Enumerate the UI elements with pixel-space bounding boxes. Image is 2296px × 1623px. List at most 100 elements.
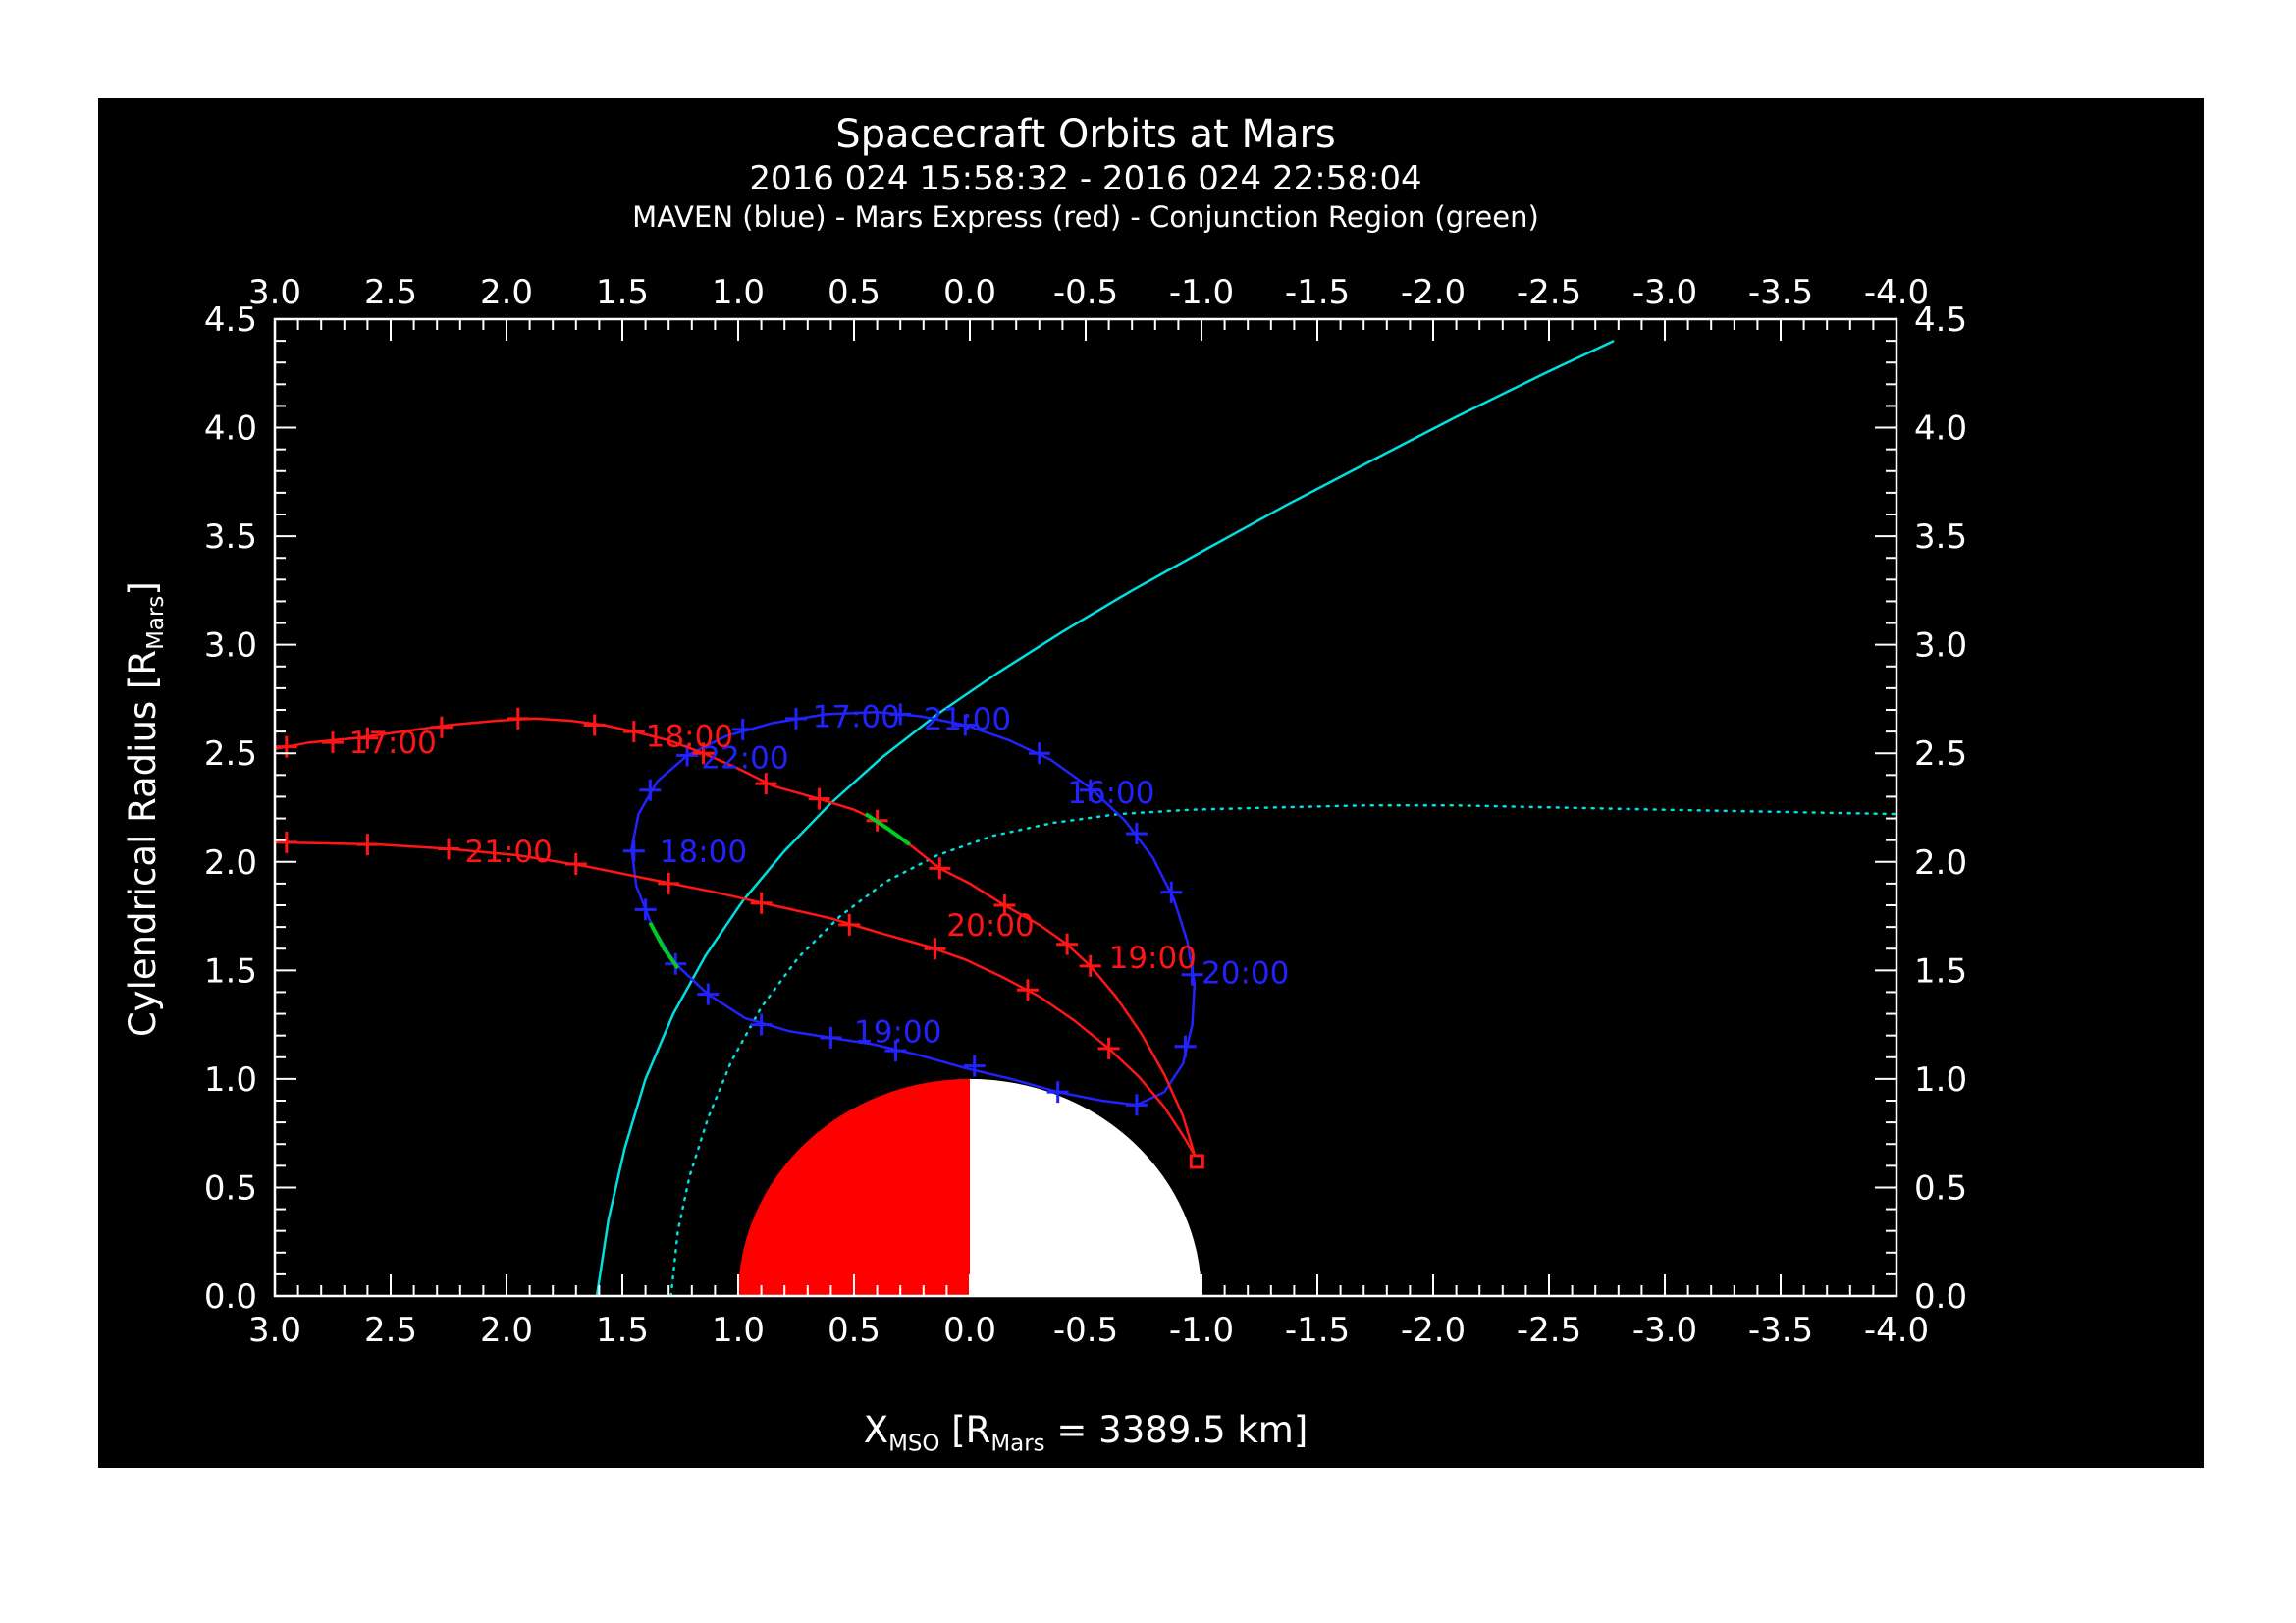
time-tick-marker	[1079, 954, 1101, 977]
time-tick-marker	[785, 707, 807, 730]
tick-label: 0.0	[943, 273, 996, 312]
tick-label: -2.5	[1517, 1311, 1581, 1350]
tick-label: 1.5	[204, 951, 257, 991]
tick-label: -4.0	[1864, 1311, 1929, 1350]
tick-label: -2.5	[1517, 273, 1581, 312]
time-tick-marker	[322, 731, 344, 754]
tick-label: 3.5	[1914, 517, 1967, 557]
tick-label: 3.5	[204, 517, 257, 557]
time-label: 16:00	[1067, 776, 1154, 811]
tick-label: 1.5	[1914, 951, 1967, 991]
tick-label: 4.5	[1914, 300, 1967, 340]
tick-label: 2.5	[1914, 734, 1967, 774]
time-tick-marker	[356, 834, 379, 856]
time-tick-marker	[1181, 963, 1203, 986]
time-tick-marker	[507, 707, 529, 730]
time-tick-marker	[634, 898, 657, 921]
time-tick-marker	[993, 894, 1016, 916]
axes	[273, 317, 1898, 1298]
time-label: 18:00	[646, 720, 733, 755]
series-conjunction-region-maven	[648, 921, 680, 970]
tick-label: 0.0	[1914, 1277, 1967, 1317]
time-tick-marker	[750, 1013, 773, 1036]
tick-label: 3.0	[204, 626, 257, 666]
tick-label: -3.0	[1632, 1311, 1697, 1350]
series-maven-orbit	[622, 703, 1203, 1116]
series-magnetosphere-boundary	[669, 804, 1898, 1298]
series-conjunction-region-mex	[864, 812, 911, 846]
time-tick-marker	[697, 983, 720, 1005]
tick-label: 2.5	[204, 734, 257, 774]
tick-label: 1.5	[596, 273, 649, 312]
time-tick-marker	[820, 1026, 842, 1049]
tick-label: -3.5	[1748, 1311, 1813, 1350]
tick-label: 2.0	[1914, 843, 1967, 883]
time-label: 21:00	[465, 835, 553, 870]
tick-label: -0.5	[1053, 1311, 1118, 1350]
time-tick-marker	[1056, 933, 1079, 955]
tick-labels: 3.0 3.0 2.5 2.5 2.0 2.0 1.5 1.5 1.0 1.0 0.5 0.5 0.0 0…	[204, 273, 1967, 1350]
tick-label: -1.5	[1285, 273, 1350, 312]
tick-label: -2.0	[1401, 273, 1466, 312]
tick-label: 4.0	[204, 409, 257, 449]
time-tick-marker	[275, 831, 297, 853]
tick-label: -0.5	[1053, 273, 1118, 312]
time-tick-marker	[438, 838, 459, 860]
tick-label: 0.5	[204, 1168, 257, 1208]
x-axis-label: XMSO [RMars = 3389.5 km]	[863, 1409, 1308, 1457]
time-tick-marker	[963, 1055, 986, 1077]
time-tick-marker	[954, 714, 977, 736]
time-tick-marker	[1079, 779, 1101, 801]
time-tick-marker	[924, 938, 946, 960]
tick-label: -2.0	[1401, 1311, 1466, 1350]
series-mex-outbound	[274, 831, 1196, 1156]
time-label: 18:00	[660, 835, 747, 870]
y-axis-label: Cylendrical Radius [RMars]	[121, 581, 170, 1038]
time-tick-marker	[1028, 742, 1050, 765]
time-tick-marker	[755, 773, 777, 795]
tick-label: -1.0	[1169, 273, 1234, 312]
tick-label: -1.5	[1285, 1311, 1350, 1350]
time-tick-marker	[1097, 1037, 1120, 1059]
time-tick-marker	[731, 718, 754, 740]
periapsis-marker	[1189, 1154, 1204, 1169]
time-label: 17:00	[813, 700, 900, 735]
time-label: 19:00	[1109, 941, 1197, 976]
tick-label: 2.0	[480, 1311, 533, 1350]
tick-label: 4.5	[204, 300, 257, 340]
tick-label: 0.5	[1914, 1168, 1967, 1208]
page-title: Spacecraft Orbits at Mars	[835, 112, 1336, 157]
time-tick-marker	[430, 716, 453, 738]
tick-label: 1.5	[596, 1311, 649, 1350]
mars-dayside	[738, 1078, 970, 1296]
time-label: 17:00	[349, 726, 437, 761]
time-tick-marker	[1046, 1081, 1069, 1104]
time-tick-marker	[889, 703, 912, 726]
tick-label: 2.0	[204, 843, 257, 883]
tick-label: 0.0	[204, 1277, 257, 1317]
plot-canvas: 17:00 21:00 22:00 16:00 18:00 19:00 20:00 17:00…	[98, 98, 2204, 1468]
mars-disk	[738, 1078, 1201, 1296]
tick-label: 0.5	[828, 273, 881, 312]
mars-nightside	[970, 1078, 1201, 1296]
tick-label: -3.5	[1748, 273, 1813, 312]
time-tick-marker	[583, 714, 606, 736]
time-tick-marker	[639, 779, 662, 801]
time-tick-marker	[1160, 881, 1183, 903]
tick-label: 1.0	[204, 1060, 257, 1100]
time-tick-marker	[622, 839, 645, 862]
date-range: 2016 024 15:58:32 - 2016 024 22:58:04	[749, 159, 1422, 198]
periapsis	[1189, 1154, 1204, 1169]
tick-label: -4.0	[1864, 273, 1929, 312]
time-tick-marker	[1017, 979, 1039, 1001]
time-label: 20:00	[946, 908, 1034, 944]
tick-label: 2.0	[480, 273, 533, 312]
tick-label: 3.0	[248, 273, 301, 312]
tick-label: 2.5	[364, 1311, 417, 1350]
tick-label: 1.0	[712, 273, 765, 312]
time-tick-marker	[1125, 823, 1148, 845]
time-label: 19:00	[854, 1014, 941, 1050]
tick-label: 1.0	[1914, 1060, 1967, 1100]
time-tick-marker	[808, 787, 830, 810]
time-label: 21:00	[924, 702, 1011, 737]
